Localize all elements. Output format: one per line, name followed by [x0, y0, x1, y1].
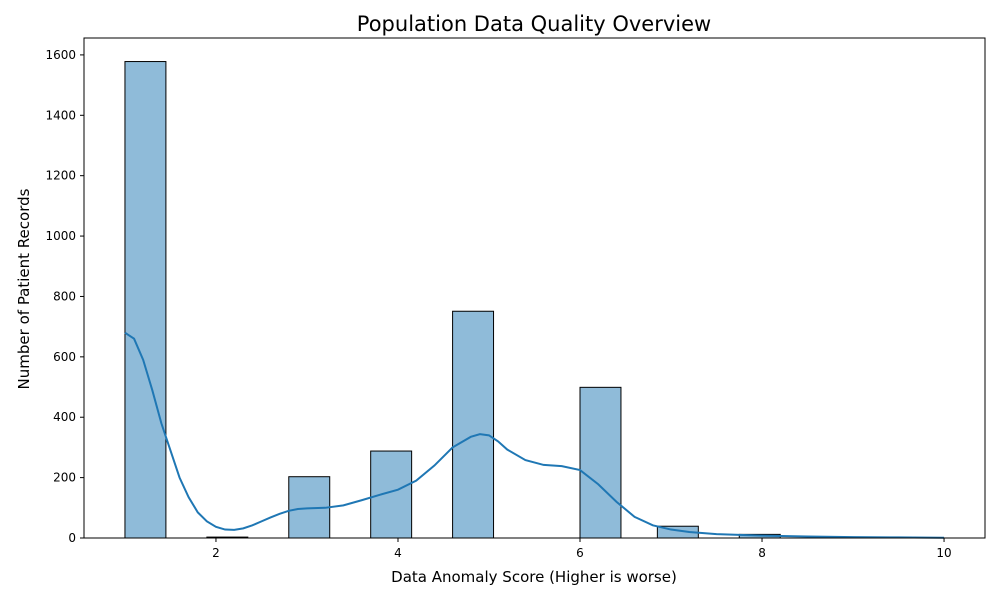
x-tick-label: 4 [394, 546, 402, 560]
histogram-bar-4 [370, 450, 413, 539]
histogram-bar-5 [452, 310, 495, 539]
y-tick-label: 0 [68, 531, 76, 545]
x-tick-label: 8 [758, 546, 766, 560]
y-tick-label: 1000 [45, 229, 76, 243]
y-tick-label: 600 [53, 350, 76, 364]
x-tick-label: 2 [212, 546, 220, 560]
y-tick-label: 200 [53, 471, 76, 485]
histogram-bar-1 [124, 61, 167, 539]
kde-curve [124, 331, 945, 539]
bars-group [124, 61, 781, 539]
x-axis: 2 4 6 8 10 [212, 538, 952, 560]
plot-frame [83, 37, 986, 539]
x-tick-label: 6 [576, 546, 584, 560]
histogram-bar-6 [579, 386, 622, 539]
y-tick-label: 800 [53, 289, 76, 303]
y-tick-label: 1200 [45, 169, 76, 183]
y-tick-label: 1600 [45, 48, 76, 62]
x-axis-label: Data Anomaly Score (Higher is worse) [391, 568, 677, 586]
y-tick-label: 1400 [45, 108, 76, 122]
x-tick-label: 10 [936, 546, 951, 560]
y-axis: 0 200 400 600 800 1000 1200 1400 1600 [45, 48, 84, 545]
y-axis-label: Number of Patient Records [15, 188, 33, 389]
chart-title: Population Data Quality Overview [357, 12, 711, 36]
y-tick-label: 400 [53, 410, 76, 424]
